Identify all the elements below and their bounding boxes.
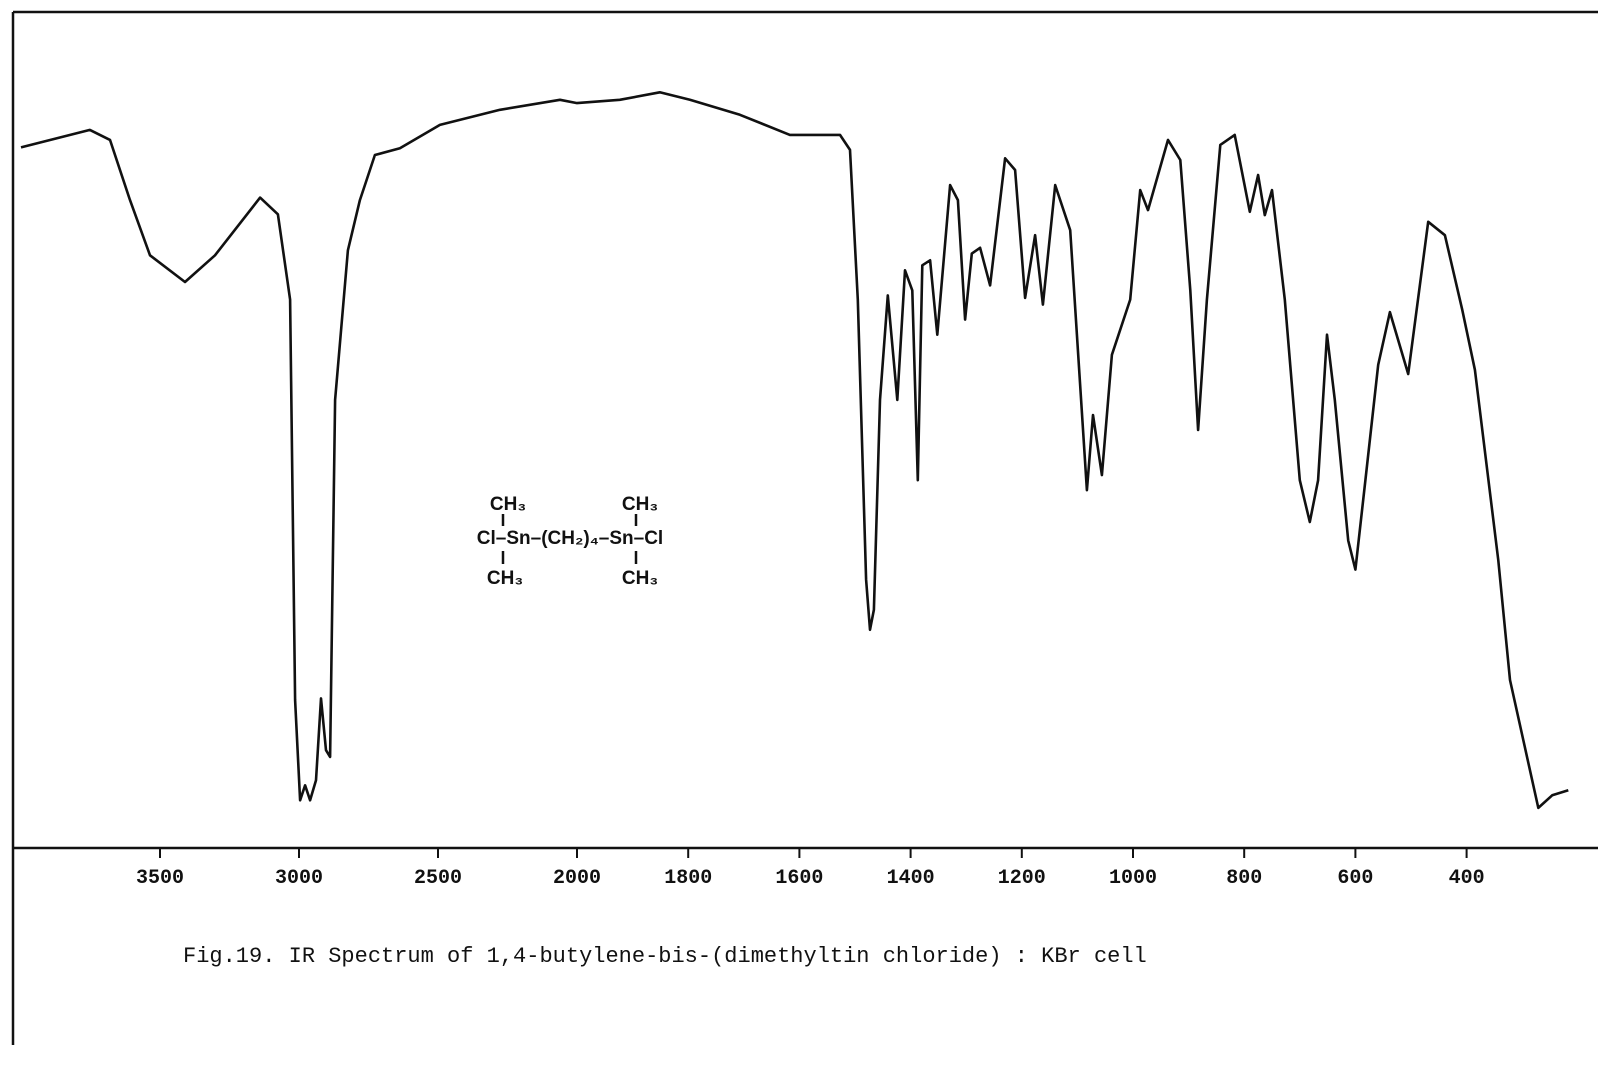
x-tick-label: 400 xyxy=(1449,867,1485,890)
x-tick-label: 1200 xyxy=(998,867,1046,890)
structure-text: Cl–Sn–(CH₂)₄–Sn–Cl xyxy=(477,528,663,549)
x-tick-label: 1000 xyxy=(1109,867,1157,890)
x-tick-label: 3000 xyxy=(275,867,323,890)
spectrum-line xyxy=(20,91,1569,810)
x-tick-label: 800 xyxy=(1226,867,1262,890)
structure: CH₃ CH₃ Cl–Sn–(CH₂)₄–Sn–Cl CH₃ CH₃ xyxy=(477,494,663,589)
caption: Fig.19. IR Spectrum of 1,4-butylene-bis-… xyxy=(183,944,1147,969)
structure-text: CH₃ xyxy=(622,568,658,589)
x-tick-label: 600 xyxy=(1337,867,1373,890)
x-tick-label: 3500 xyxy=(136,867,184,890)
x-tick-label: 1800 xyxy=(664,867,712,890)
structure-text: CH₃ xyxy=(622,494,658,515)
x-tick-label: 2500 xyxy=(414,867,462,890)
x-tick-label: 2000 xyxy=(553,867,601,890)
x-tick-label: 1600 xyxy=(775,867,823,890)
structure-text: CH₃ xyxy=(490,494,526,515)
x-tick-label: 1400 xyxy=(887,867,935,890)
structure-text: CH₃ xyxy=(487,568,523,589)
